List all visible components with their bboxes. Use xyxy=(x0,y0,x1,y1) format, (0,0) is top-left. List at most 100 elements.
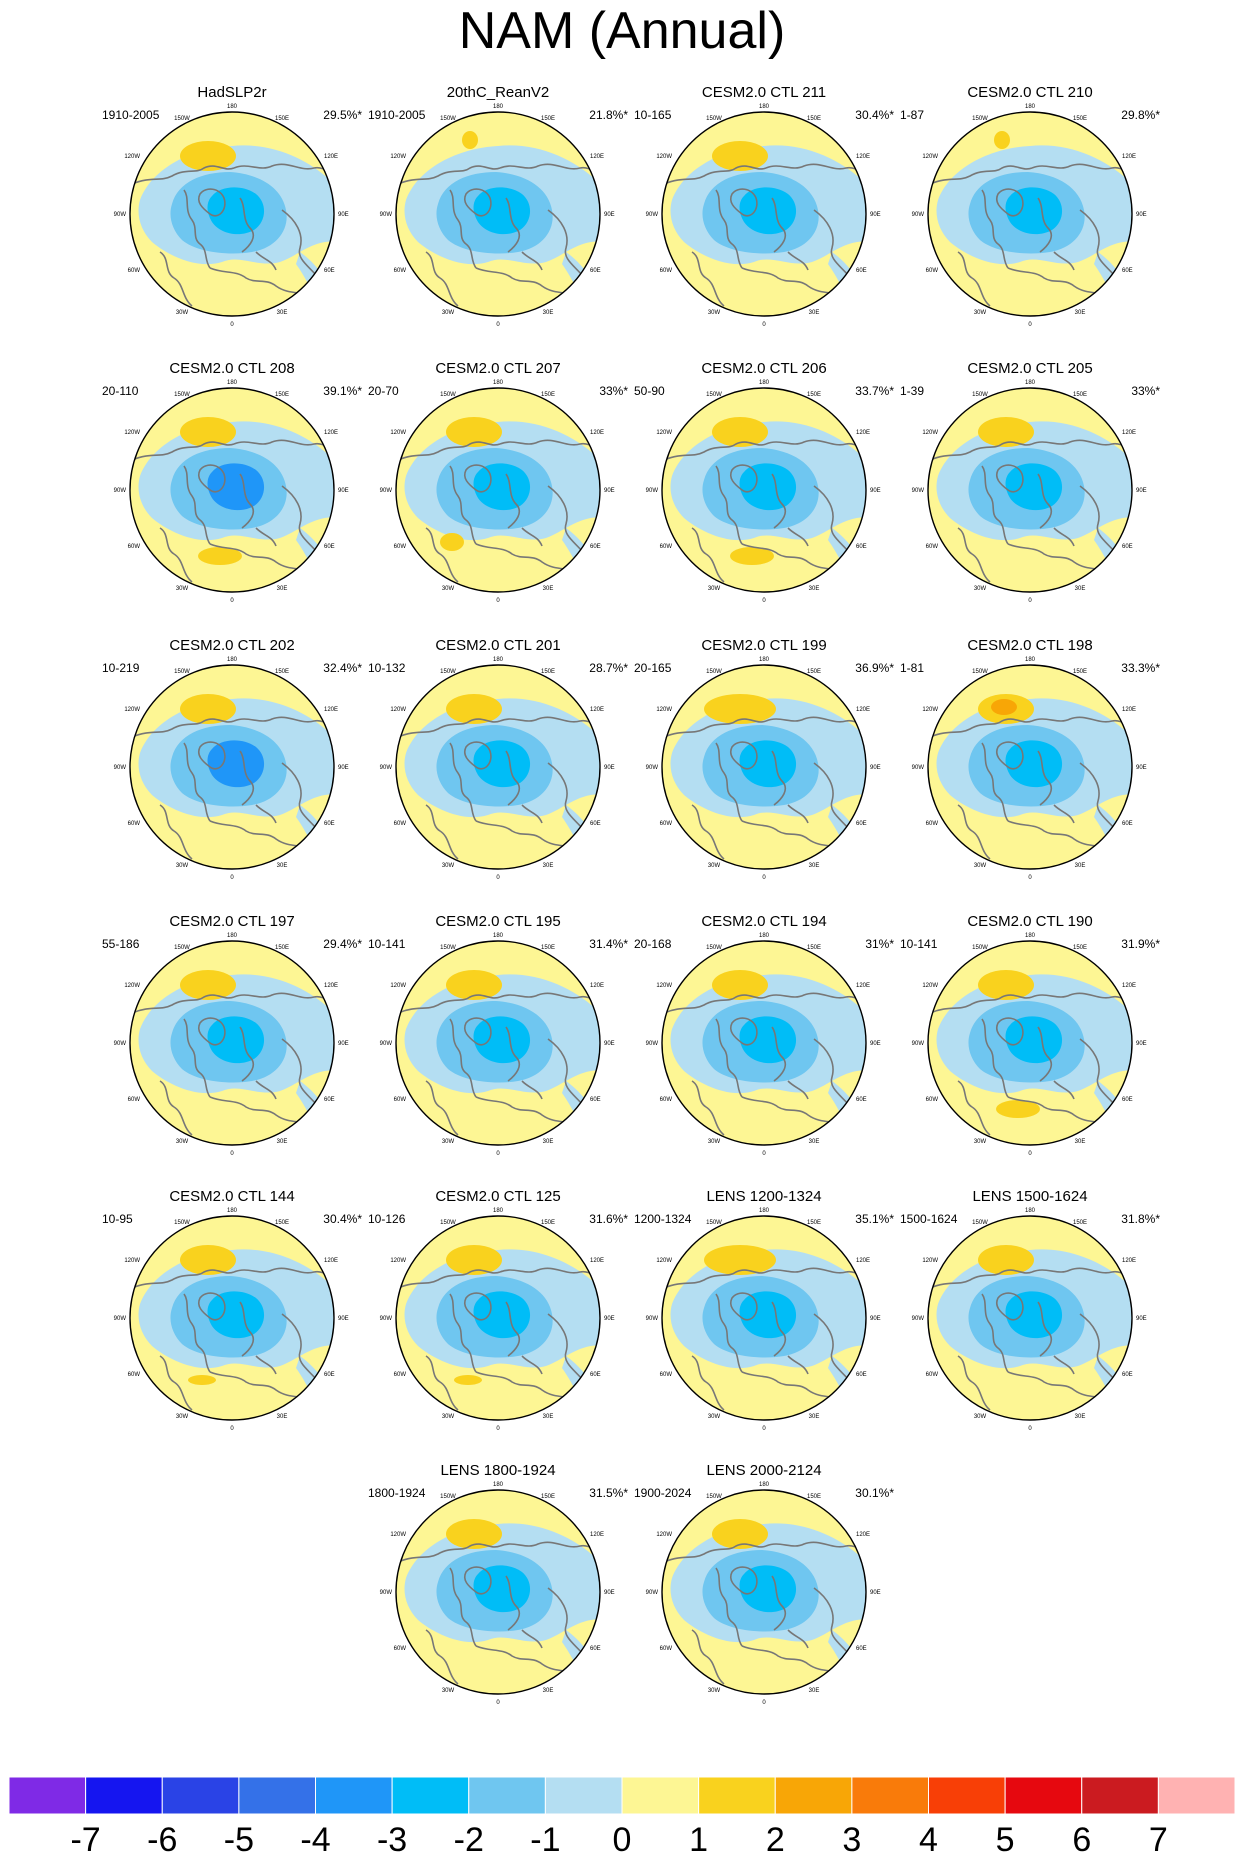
panel-variance-percent: 29.8%* xyxy=(1121,108,1160,122)
longitude-label: 30E xyxy=(277,1414,288,1420)
longitude-label: 150W xyxy=(706,669,722,675)
colorbar-swatch xyxy=(544,1777,623,1815)
colorbar-label: 6 xyxy=(1072,1821,1092,1859)
longitude-label: 150E xyxy=(541,1494,555,1500)
coastline xyxy=(197,1292,226,1321)
polar-map: 180 150W 150E 120W 120E 90W 90E 60W 60E 30W 30E 0 xyxy=(912,104,1147,328)
coastline xyxy=(521,527,543,547)
coastline xyxy=(663,1543,767,1563)
panel-variance-percent: 32.4%* xyxy=(323,661,362,675)
longitude-label: 120E xyxy=(590,1258,604,1264)
coastline xyxy=(957,804,991,860)
longitude-label: 120E xyxy=(856,707,870,713)
coastline xyxy=(281,762,321,834)
longitude-label: 120E xyxy=(590,707,604,713)
panel-years: 1500-1624 xyxy=(900,1212,958,1226)
coastline xyxy=(787,804,809,824)
pacific-positive-anomaly xyxy=(446,1519,502,1549)
longitude-label: 150E xyxy=(807,1220,821,1226)
longitude-label: 30E xyxy=(809,310,820,316)
longitude-label: 90E xyxy=(870,1041,881,1047)
map-border xyxy=(395,940,601,1146)
longitude-label: 30W xyxy=(176,1414,189,1420)
longitude-label: 180 xyxy=(227,380,238,386)
panel-years: 20-168 xyxy=(634,937,672,951)
longitude-label: 150W xyxy=(972,945,988,951)
map-border xyxy=(395,111,601,317)
longitude-label: 120W xyxy=(656,707,672,713)
coastline xyxy=(1037,197,1053,253)
coastline xyxy=(787,251,809,271)
coastline xyxy=(771,473,787,529)
longitude-label: 150W xyxy=(972,1220,988,1226)
panel-variance-percent: 31.9%* xyxy=(1121,937,1160,951)
map-panel: CESM2.0 CTL 206 50-90 33.7%* 180 150W 150E 120… xyxy=(632,360,896,620)
longitude-label: 120W xyxy=(922,1258,938,1264)
coastline xyxy=(1053,251,1075,271)
map-panel: CESM2.0 CTL 205 1-39 33%* 180 150W 150E 120W 12… xyxy=(898,360,1162,620)
longitude-label: 90E xyxy=(604,1041,615,1047)
panel-title: CESM2.0 CTL 210 xyxy=(967,84,1093,101)
coastline xyxy=(183,1293,211,1373)
longitude-label: 150E xyxy=(807,116,821,122)
coastline xyxy=(981,742,1009,822)
coastline xyxy=(715,189,743,269)
longitude-label: 0 xyxy=(230,875,234,881)
map-border xyxy=(661,940,867,1146)
longitude-label: 180 xyxy=(759,104,770,110)
colorbar-label: -1 xyxy=(530,1821,561,1859)
panel-title: HadSLP2r xyxy=(197,84,267,101)
longitude-label: 90W xyxy=(380,1041,393,1047)
longitude-label: 120E xyxy=(1122,1258,1136,1264)
coastline xyxy=(505,197,521,253)
longitude-label: 150E xyxy=(1073,1220,1087,1226)
longitude-label: 0 xyxy=(762,598,766,604)
longitude-label: 30E xyxy=(1075,310,1086,316)
coastline xyxy=(131,994,235,1014)
longitude-label: 150E xyxy=(807,945,821,951)
panel-variance-percent: 31%* xyxy=(865,937,894,951)
coastline xyxy=(929,994,1033,1014)
coastline xyxy=(813,1313,853,1385)
panel-variance-percent: 33.3%* xyxy=(1121,661,1160,675)
longitude-label: 60W xyxy=(128,821,141,827)
colorbar-swatch xyxy=(391,1777,470,1815)
panel-years: 10-126 xyxy=(368,1212,406,1226)
negative-anomaly-center xyxy=(739,1565,797,1613)
longitude-label: 150E xyxy=(541,945,555,951)
longitude-label: 180 xyxy=(227,657,238,663)
colorbar-label: -6 xyxy=(147,1821,178,1859)
longitude-label: 30E xyxy=(1075,1414,1086,1420)
longitude-label: 0 xyxy=(762,875,766,881)
panel-years: 1910-2005 xyxy=(368,108,426,122)
longitude-label: 30E xyxy=(543,1139,554,1145)
polar-map: 180 150W 150E 120W 120E 90W 90E 60W 60E 30W 30E 0 xyxy=(380,380,615,604)
panel-variance-percent: 33%* xyxy=(599,384,628,398)
pacific-positive-anomaly xyxy=(446,1245,502,1275)
panel-title: CESM2.0 CTL 199 xyxy=(701,637,827,654)
coastline xyxy=(729,464,758,493)
longitude-label: 150W xyxy=(706,1494,722,1500)
longitude-label: 0 xyxy=(496,1426,500,1432)
longitude-label: 90E xyxy=(1136,488,1147,494)
coastline xyxy=(197,188,226,217)
longitude-label: 120E xyxy=(590,983,604,989)
coastline xyxy=(771,750,787,806)
negative-anomaly-center xyxy=(207,1016,265,1064)
coastline xyxy=(183,742,211,822)
coastline xyxy=(397,994,501,1014)
colorbar-label: 5 xyxy=(995,1821,1015,1859)
coastline xyxy=(521,1629,543,1649)
longitude-label: 150W xyxy=(440,392,456,398)
longitude-label: 0 xyxy=(496,875,500,881)
longitude-label: 60W xyxy=(926,268,939,274)
longitude-label: 150W xyxy=(972,669,988,675)
coastline xyxy=(957,251,991,307)
panel-variance-percent: 29.5%* xyxy=(323,108,362,122)
longitude-label: 0 xyxy=(496,322,500,328)
coastline xyxy=(281,1038,321,1110)
longitude-label: 180 xyxy=(227,104,238,110)
longitude-label: 0 xyxy=(496,1151,500,1157)
coastline xyxy=(691,804,725,860)
longitude-label: 60W xyxy=(660,1097,673,1103)
